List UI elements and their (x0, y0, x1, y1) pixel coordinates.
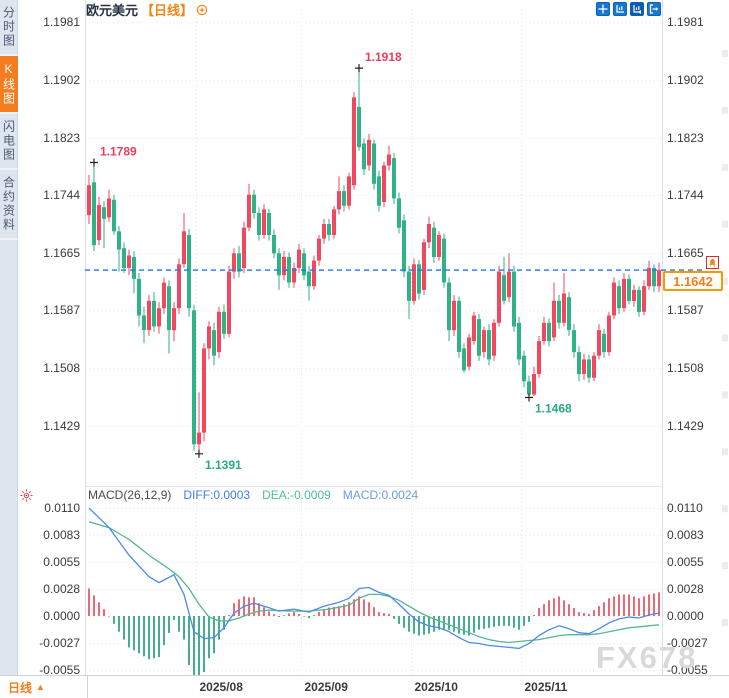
svg-text:1.1823: 1.1823 (667, 131, 704, 145)
current-price-tag: 1.1642 (663, 271, 723, 291)
svg-text:1.1981: 1.1981 (667, 15, 704, 29)
svg-text:1.1744: 1.1744 (667, 188, 704, 202)
svg-text:1.1981: 1.1981 (43, 15, 80, 29)
svg-text:0.0083: 0.0083 (43, 528, 80, 542)
period-selector-label: 日线 (8, 680, 33, 695)
fx678-watermark: FX678 (596, 640, 698, 675)
macd-title: MACD(26,12,9) (88, 488, 172, 502)
svg-text:1.1902: 1.1902 (667, 73, 704, 87)
macd-dea-value: DEA:-0.0009 (262, 488, 331, 502)
svg-text:1.1391: 1.1391 (205, 458, 242, 472)
svg-text:1.1789: 1.1789 (100, 145, 137, 159)
svg-text:0.0028: 0.0028 (43, 582, 80, 596)
svg-text:0.0083: 0.0083 (667, 528, 704, 542)
sidebar-tab-lightning-chart[interactable]: 闪电图 (0, 114, 18, 170)
sidebar-tab-contract-info[interactable]: 合约资料 (0, 170, 18, 240)
x-axis-date-label: 2025/09 (304, 680, 348, 694)
svg-text:1.1429: 1.1429 (667, 419, 704, 433)
svg-text:-0.0027: -0.0027 (39, 636, 80, 650)
svg-text:1.1508: 1.1508 (667, 361, 704, 375)
chart-header: 欧元美元 【日线】 (86, 1, 208, 18)
svg-text:0.0110: 0.0110 (667, 501, 703, 515)
price-alert-icon[interactable] (706, 256, 719, 269)
x-axis-date-label: 2025/08 (199, 680, 243, 694)
svg-text:0.0055: 0.0055 (667, 555, 704, 569)
svg-text:1.1429: 1.1429 (43, 419, 80, 433)
macd-legend: MACD(26,12,9) DIFF:0.0003 DEA:-0.0009 MA… (88, 488, 418, 502)
indicator-settings-icon[interactable] (20, 489, 33, 507)
exit-fullscreen-icon[interactable] (647, 2, 661, 16)
macd-diff-value: DIFF:0.0003 (183, 488, 251, 502)
svg-text:0.0000: 0.0000 (43, 609, 80, 623)
chart-type-sidebar: 分时图 K线图 闪电图 合约资料 (0, 0, 18, 675)
svg-text:0.0110: 0.0110 (44, 501, 80, 515)
bottom-bar: 日线 ▲ 2025/08 2025/09 2025/10 2025/11 (0, 675, 729, 698)
svg-text:1.1823: 1.1823 (43, 131, 80, 145)
chart-toolbar (596, 2, 661, 16)
x-axis-date-label: 2025/11 (524, 680, 568, 694)
add-indicator-icon[interactable] (196, 4, 208, 16)
period-selector[interactable]: 日线 ▲ (0, 676, 88, 698)
svg-text:0.0000: 0.0000 (667, 609, 704, 623)
svg-text:-0.0055: -0.0055 (667, 663, 708, 677)
crosshair-icon[interactable] (596, 2, 610, 16)
svg-text:1.1587: 1.1587 (43, 303, 80, 317)
svg-text:1.1665: 1.1665 (667, 246, 704, 260)
svg-text:1.1665: 1.1665 (43, 246, 80, 260)
svg-text:1.1902: 1.1902 (43, 73, 80, 87)
sidebar-tab-kline-chart[interactable]: K线图 (0, 56, 18, 114)
svg-text:0.0055: 0.0055 (43, 555, 80, 569)
x-axis-date-label: 2025/10 (414, 680, 458, 694)
period-tag: 【日线】 (141, 3, 194, 18)
sidebar-tab-time-chart[interactable]: 分时图 (0, 0, 18, 56)
svg-text:-0.0027: -0.0027 (667, 636, 708, 650)
axis-scale-icon[interactable] (613, 2, 627, 16)
svg-text:1.1587: 1.1587 (667, 303, 704, 317)
svg-text:1.1508: 1.1508 (43, 361, 80, 375)
chevron-up-icon: ▲ (36, 682, 45, 692)
axis-scale-active-icon[interactable] (630, 2, 644, 16)
svg-text:1.1918: 1.1918 (365, 50, 402, 64)
svg-text:0.0028: 0.0028 (667, 582, 704, 596)
svg-text:1.1468: 1.1468 (535, 402, 572, 416)
svg-text:1.1744: 1.1744 (43, 188, 80, 202)
symbol-title: 欧元美元 (86, 3, 139, 18)
macd-macd-value: MACD:0.0024 (342, 488, 419, 502)
svg-text:-0.0055: -0.0055 (39, 663, 80, 677)
